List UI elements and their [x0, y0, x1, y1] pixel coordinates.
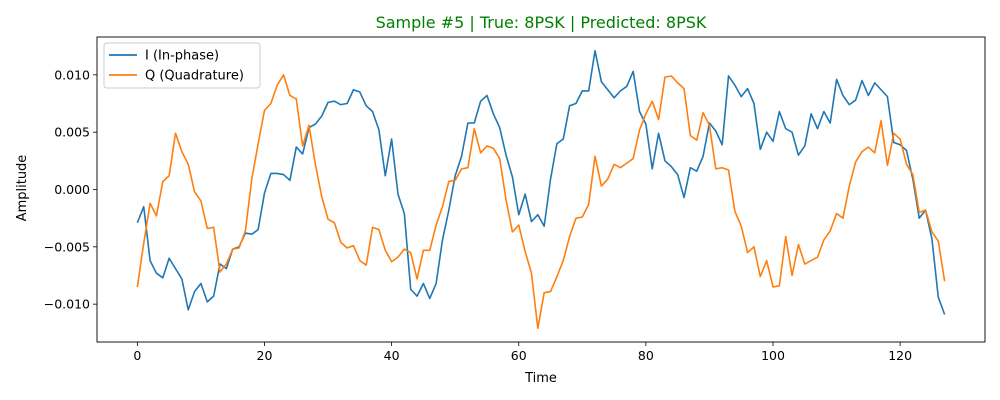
y-tick-label: 0.005	[54, 125, 90, 140]
x-tick-label: 120	[888, 348, 912, 363]
legend-box	[103, 42, 261, 89]
y-tick-label: 0.010	[54, 67, 90, 82]
series-line-i-in-phase	[136, 49, 946, 315]
x-tick-label: 100	[761, 348, 785, 363]
x-axis-ticks: 0 20 40 60 80 100 120	[133, 342, 912, 363]
x-tick-label: 80	[638, 348, 654, 363]
y-tick-label: −0.010	[44, 297, 90, 312]
x-tick-label: 60	[511, 348, 527, 363]
legend-label: I (In-phase)	[145, 49, 219, 64]
x-tick-label: 0	[133, 348, 141, 363]
x-axis-label: Time	[524, 371, 557, 386]
plot-area: 0 20 40 60 80 100 120 −0.010 −0.005 0.000 0.005 0.…	[44, 36, 986, 363]
series-line-q-quadrature	[136, 74, 946, 330]
y-axis-label: Amplitude	[15, 155, 30, 222]
x-tick-label: 40	[384, 348, 400, 363]
chart-title: Sample #5 | True: 8PSK | Predicted: 8PSK	[376, 13, 707, 32]
x-tick-label: 20	[257, 348, 273, 363]
series-layer	[136, 49, 946, 330]
legend: I (In-phase) Q (Quadrature)	[103, 42, 261, 89]
y-axis-ticks: −0.010 −0.005 0.000 0.005 0.010	[44, 67, 97, 312]
legend-label: Q (Quadrature)	[145, 69, 244, 84]
y-tick-label: 0.000	[54, 182, 90, 197]
y-tick-label: −0.005	[44, 239, 90, 254]
